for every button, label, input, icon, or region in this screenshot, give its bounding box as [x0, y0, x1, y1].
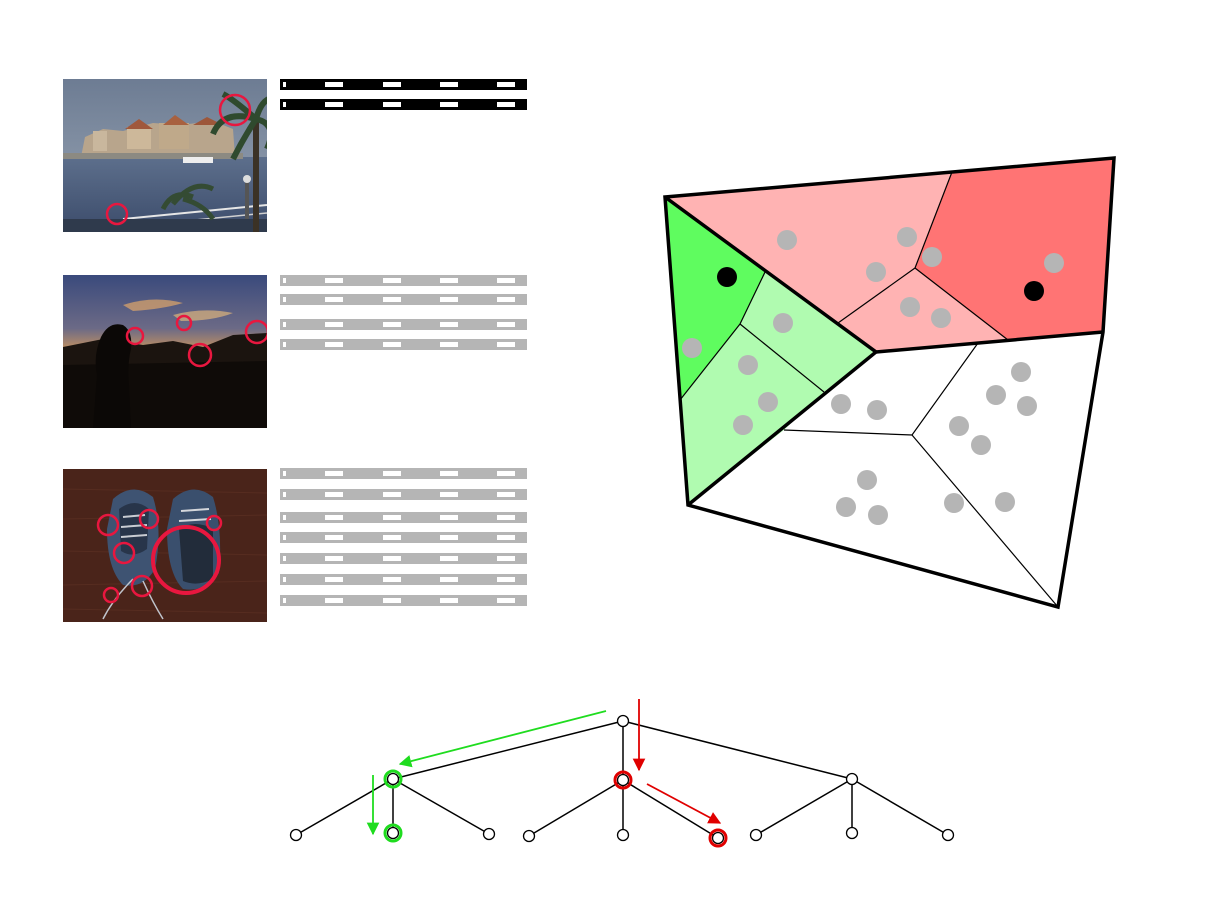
tree-node — [484, 829, 495, 840]
tree-node — [751, 830, 762, 841]
tree-edge — [623, 721, 852, 779]
tree-node-highlighted — [615, 772, 631, 788]
sunset-silhouette-photo — [63, 275, 267, 428]
tree-edge — [393, 721, 623, 779]
tree-edge — [756, 779, 852, 835]
database-point — [773, 313, 793, 333]
database-point — [995, 492, 1015, 512]
descriptor-bar — [280, 339, 527, 350]
database-point — [758, 392, 778, 412]
tree-edge — [296, 779, 393, 835]
tree-node — [618, 716, 629, 727]
green-path-arrow — [400, 711, 606, 764]
database-point — [857, 470, 877, 490]
tree-node — [847, 828, 858, 839]
red-dark-cell — [915, 158, 1114, 340]
tree-node-highlighted — [385, 825, 401, 841]
database-point — [971, 435, 991, 455]
green-light-cell-lower — [680, 324, 824, 505]
tree-node — [943, 830, 954, 841]
tree-node-highlighted — [710, 830, 726, 846]
database-point — [897, 227, 917, 247]
descriptor-bar — [280, 79, 527, 90]
vocabulary-tree — [291, 699, 954, 846]
descriptor-bars — [280, 79, 527, 606]
query-point — [1024, 281, 1044, 301]
shoes-on-wood-photo — [63, 469, 267, 622]
green-dark-cell — [665, 197, 766, 400]
tree-node-highlighted — [385, 771, 401, 787]
tree-node — [847, 774, 858, 785]
white-region — [688, 332, 1103, 607]
query-point — [717, 267, 737, 287]
database-point — [1011, 362, 1031, 382]
database-point — [777, 230, 797, 250]
database-point — [949, 416, 969, 436]
red-path-arrow — [647, 784, 720, 823]
database-point — [831, 394, 851, 414]
tree-edge — [623, 780, 718, 838]
descriptor-bar — [280, 574, 527, 585]
database-point — [900, 297, 920, 317]
tree-edge — [393, 779, 489, 834]
descriptor-bar — [280, 275, 527, 286]
descriptor-bar — [280, 532, 527, 543]
database-point — [1017, 396, 1037, 416]
database-point — [868, 505, 888, 525]
tree-node — [291, 830, 302, 841]
database-point — [922, 247, 942, 267]
descriptor-bar — [280, 294, 527, 305]
descriptor-bar — [280, 99, 527, 110]
database-point — [986, 385, 1006, 405]
descriptor-bar — [280, 512, 527, 523]
database-point — [866, 262, 886, 282]
tree-edge — [529, 780, 623, 836]
tree-node — [524, 831, 535, 842]
database-point — [733, 415, 753, 435]
database-point — [836, 497, 856, 517]
database-point — [931, 308, 951, 328]
green-light-cell-upper — [740, 270, 876, 392]
descriptor-bar — [280, 489, 527, 500]
harbor-town-photo — [63, 79, 267, 232]
descriptor-bar — [280, 595, 527, 606]
database-point — [738, 355, 758, 375]
red-light-cell-mid — [838, 268, 1008, 352]
red-light-cell-top — [665, 172, 952, 352]
descriptor-bar — [280, 468, 527, 479]
tree-edge — [852, 779, 948, 835]
database-point — [944, 493, 964, 513]
database-point — [1044, 253, 1064, 273]
database-point — [867, 400, 887, 420]
feature-space-partition — [665, 158, 1114, 607]
partition-points — [682, 227, 1064, 525]
descriptor-bar — [280, 319, 527, 330]
tree-node — [618, 830, 629, 841]
database-point — [682, 338, 702, 358]
descriptor-bar — [280, 553, 527, 564]
